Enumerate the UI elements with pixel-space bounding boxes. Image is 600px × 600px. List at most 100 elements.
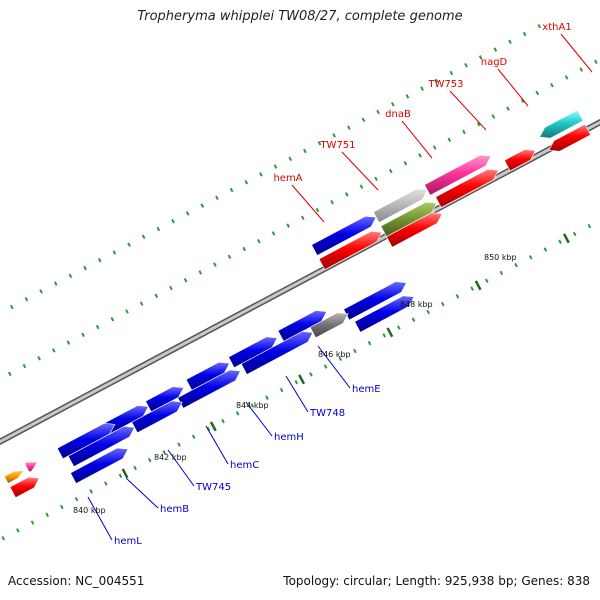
tick-dot xyxy=(139,301,144,306)
tick-dot xyxy=(39,289,43,294)
tick-dot xyxy=(257,238,261,244)
tick-dot xyxy=(572,231,577,237)
gene-hemH[interactable] xyxy=(240,331,314,375)
tick-dot xyxy=(103,481,108,486)
kbp-tick-label: 844 kbp xyxy=(236,401,269,410)
gene-dnaB[interactable] xyxy=(424,154,492,196)
tick-dot xyxy=(244,179,249,185)
gene-label[interactable]: hemL xyxy=(114,536,142,547)
tick-dot xyxy=(177,442,181,447)
gene-TW751-strand[interactable] xyxy=(386,212,443,248)
tick-dot xyxy=(118,473,123,479)
tick-dot xyxy=(478,55,483,60)
tick-dot xyxy=(81,332,85,338)
gene-label[interactable]: TW745 xyxy=(195,482,231,493)
kbp-tick-label: 846 kbp xyxy=(318,350,351,359)
tick-dot xyxy=(37,355,41,361)
gene-hemA-inner[interactable] xyxy=(318,230,383,270)
tick-dot xyxy=(183,277,188,283)
tick-dot xyxy=(68,273,73,279)
gene-label[interactable]: dnaB xyxy=(385,109,411,120)
gene-label[interactable]: TW751 xyxy=(319,140,355,151)
gene-label[interactable]: hemE xyxy=(352,384,381,395)
tick-dot xyxy=(200,203,205,208)
tick-dot xyxy=(447,137,452,143)
label-connector xyxy=(317,345,351,389)
gene-label[interactable]: TW753 xyxy=(427,79,463,90)
tick-dot xyxy=(550,82,554,88)
tick-dot xyxy=(470,286,474,291)
tick-dot xyxy=(74,496,79,502)
gene-TW753-inner[interactable] xyxy=(504,149,536,172)
gene-label[interactable]: hemC xyxy=(230,460,259,471)
gene-label[interactable]: hemA xyxy=(273,173,302,184)
tick-dot xyxy=(154,293,159,299)
tick-dot xyxy=(235,411,240,416)
gene-label[interactable]: nagD xyxy=(481,57,508,68)
tick-dot xyxy=(411,317,416,322)
tick-labels: 840 kbp 842 kbp 844 kbp 846 kbp 848 kbp 850 k… xyxy=(73,253,517,515)
tick-dot xyxy=(110,316,115,322)
tick-dot xyxy=(303,148,307,154)
tick-dot xyxy=(522,31,527,37)
gene-label[interactable]: TW748 xyxy=(309,408,345,419)
gene-label[interactable]: hemH xyxy=(274,432,304,443)
tick-dot xyxy=(45,512,50,518)
gene-nagD[interactable] xyxy=(539,109,584,139)
gene-hemE-2[interactable] xyxy=(354,295,415,333)
tick-dot xyxy=(330,199,334,205)
gene-hemA[interactable] xyxy=(311,215,377,256)
gene-TW745-up[interactable] xyxy=(145,386,185,413)
tick-dot xyxy=(279,387,284,393)
gene-left-pink[interactable] xyxy=(24,461,39,473)
major-tick xyxy=(121,468,129,479)
tick-dot xyxy=(213,262,217,267)
gene-left-orange[interactable] xyxy=(3,470,25,484)
tick-dot xyxy=(191,434,196,440)
tick-dot xyxy=(147,457,152,463)
label-connector xyxy=(291,184,325,223)
label-connector xyxy=(449,90,487,131)
label-connector xyxy=(245,401,273,437)
tick-dot xyxy=(558,239,562,244)
gene-dnaB-inner[interactable] xyxy=(435,168,499,208)
tick-dot xyxy=(1,535,6,541)
tick-dot xyxy=(359,184,364,189)
gene-nagD-inner[interactable] xyxy=(548,123,591,152)
gene-hemE[interactable] xyxy=(343,281,407,321)
tick-dot xyxy=(317,140,322,146)
label-connector xyxy=(205,425,229,465)
tick-dot xyxy=(434,78,439,84)
tick-dot xyxy=(259,172,263,177)
tick-dot xyxy=(112,250,117,255)
tick-dot xyxy=(242,246,247,252)
gene-hemL[interactable] xyxy=(70,447,129,484)
label-connector xyxy=(401,120,433,159)
label-connector xyxy=(497,68,529,107)
tick-dot xyxy=(426,309,430,315)
tick-dot xyxy=(141,234,146,240)
kbp-tick-label: 840 kbp xyxy=(73,506,106,515)
tick-dot xyxy=(265,395,269,400)
tick-dot xyxy=(353,348,357,354)
tick-dot xyxy=(16,528,20,533)
gene-hemL-up[interactable] xyxy=(56,423,116,460)
tick-dot xyxy=(338,356,343,361)
tick-dot xyxy=(508,39,512,45)
tick-dot xyxy=(543,247,548,252)
gene-TW751[interactable] xyxy=(372,188,428,223)
tick-dot xyxy=(162,450,167,455)
gene-TW748[interactable] xyxy=(309,312,349,339)
gene-TW751-inner[interactable] xyxy=(380,201,438,238)
tick-dot xyxy=(418,153,422,158)
gene-label[interactable]: hemB xyxy=(160,504,189,515)
gene-left-red[interactable] xyxy=(9,476,40,499)
gene-hemC-up[interactable] xyxy=(185,361,231,391)
gene-TW748-up[interactable] xyxy=(277,310,328,342)
gene-label[interactable]: xthA1 xyxy=(542,22,571,33)
tick-dot xyxy=(361,117,366,123)
gene-hemH-up[interactable] xyxy=(228,336,278,369)
genome-summary-label: Topology: circular; Length: 925,938 bp; … xyxy=(283,574,590,588)
tick-dot xyxy=(405,94,410,99)
